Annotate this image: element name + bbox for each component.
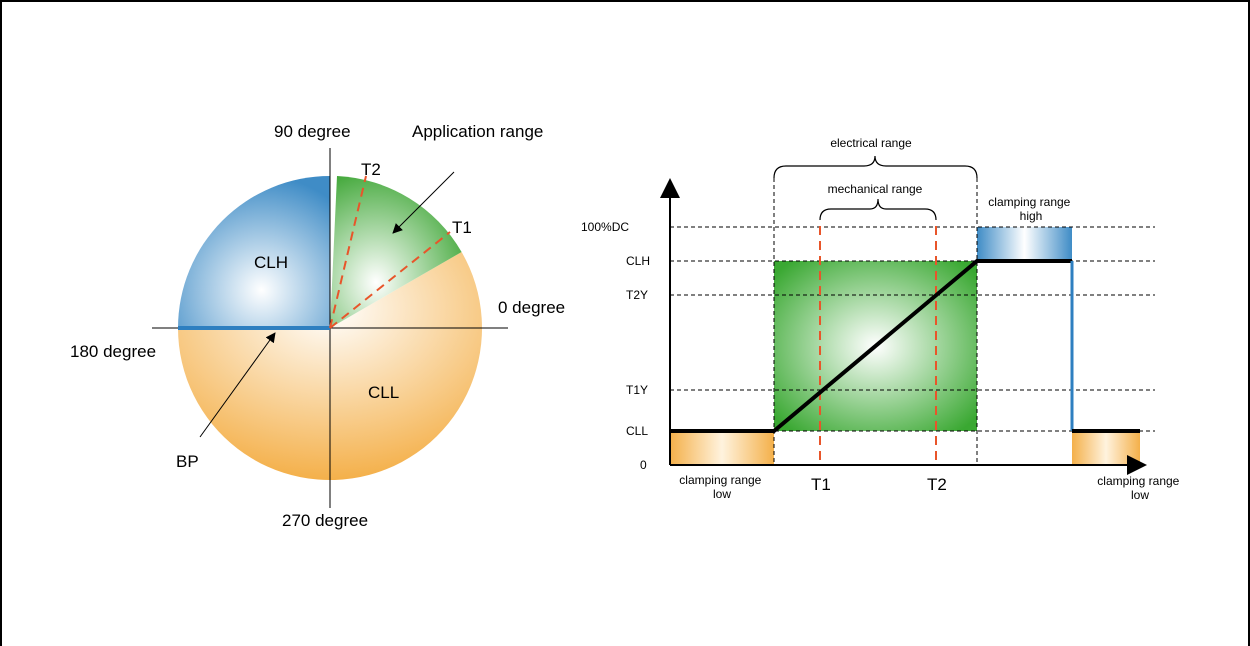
- y-label-clh: CLH: [626, 254, 650, 268]
- bp-arrow: [199, 332, 276, 438]
- label-t2-circle: T2: [361, 160, 381, 179]
- label-clamping-low-right-line1: clamping range: [1097, 474, 1179, 488]
- label-cll: CLL: [368, 383, 399, 402]
- label-electrical-range: electrical range: [830, 136, 912, 150]
- label-clamping-low-left-line1: clamping range: [679, 473, 761, 487]
- label-270-degree: 270 degree: [282, 511, 368, 530]
- y-label-t2y: T2Y: [626, 288, 648, 302]
- mechanical-range-brace: [819, 198, 937, 221]
- label-clamping-high-line1: clamping range: [988, 195, 1070, 209]
- label-180-degree: 180 degree: [70, 342, 156, 361]
- label-clamping-low-right-line2: low: [1131, 488, 1149, 502]
- y-label-zero: 0: [640, 458, 647, 472]
- label-clamping-high: clamping range high: [988, 195, 1073, 223]
- label-mechanical-range: mechanical range: [828, 182, 923, 196]
- label-clamping-low-right: clamping range low: [1097, 474, 1182, 502]
- label-bp: BP: [176, 452, 199, 471]
- t1-dashed-line: [329, 231, 451, 329]
- label-t1-circle: T1: [452, 218, 472, 237]
- t2-dashed-line: [329, 175, 367, 329]
- characteristic-curve: [670, 259, 1072, 433]
- clamping-range-low-left-area: [670, 431, 774, 465]
- label-clh: CLH: [254, 253, 288, 272]
- label-application-range: Application range: [412, 122, 543, 141]
- angle-circle-diagram: 90 degree Application range T2 T1 CLH 0 …: [70, 122, 565, 530]
- application-range-sector: [330, 176, 462, 328]
- label-90-degree: 90 degree: [274, 122, 351, 141]
- clamping-range-high-area: [977, 227, 1072, 261]
- clh-sector: [178, 176, 330, 328]
- x-label-t2: T2: [927, 475, 947, 494]
- y-label-cll: CLL: [626, 424, 648, 438]
- electrical-range-brace: [773, 155, 978, 179]
- y-label-t1y: T1Y: [626, 383, 648, 397]
- label-clamping-low-left: clamping range low: [679, 473, 764, 501]
- transfer-graph: electrical range mechanical range clampi…: [581, 136, 1182, 502]
- label-clamping-low-left-line2: low: [713, 487, 731, 501]
- y-label-100dc: 100%DC: [581, 220, 629, 234]
- application-range-arrow: [392, 171, 455, 234]
- clamping-range-low-right-area: [1072, 431, 1140, 465]
- label-clamping-high-line2: high: [1020, 209, 1043, 223]
- label-0-degree: 0 degree: [498, 298, 565, 317]
- x-label-t1: T1: [811, 475, 831, 494]
